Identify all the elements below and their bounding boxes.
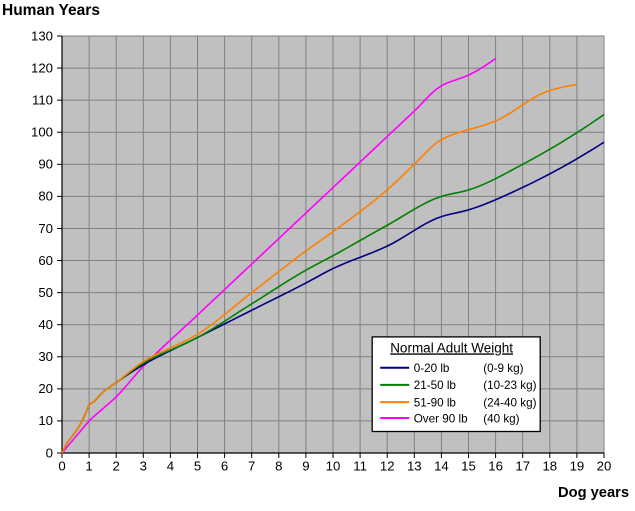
svg-text:9: 9: [302, 459, 309, 474]
svg-text:19: 19: [570, 459, 585, 474]
svg-text:20: 20: [597, 459, 612, 474]
svg-text:20: 20: [38, 381, 53, 396]
svg-text:11: 11: [353, 459, 367, 474]
svg-text:70: 70: [38, 221, 53, 236]
svg-text:1: 1: [85, 459, 92, 474]
svg-text:130: 130: [31, 28, 53, 43]
svg-text:60: 60: [38, 253, 53, 268]
svg-text:18: 18: [542, 459, 557, 474]
svg-text:12: 12: [380, 459, 395, 474]
svg-text:6: 6: [221, 459, 228, 474]
svg-text:90: 90: [38, 157, 53, 172]
svg-text:80: 80: [38, 189, 53, 204]
svg-text:(10-23 kg): (10-23 kg): [483, 379, 536, 392]
svg-text:(0-9 kg): (0-9 kg): [483, 362, 523, 375]
svg-text:0-20 lb: 0-20 lb: [414, 362, 450, 375]
svg-text:100: 100: [31, 125, 53, 140]
svg-text:120: 120: [31, 60, 53, 75]
svg-text:10: 10: [326, 459, 341, 474]
svg-text:Over 90 lb: Over 90 lb: [414, 412, 468, 425]
svg-text:3: 3: [140, 459, 147, 474]
svg-text:(40 kg): (40 kg): [483, 412, 519, 425]
svg-text:21-50 lb: 21-50 lb: [414, 379, 457, 392]
svg-text:10: 10: [38, 413, 53, 428]
svg-text:Normal Adult Weight: Normal Adult Weight: [390, 340, 513, 355]
svg-text:2: 2: [113, 459, 120, 474]
svg-text:110: 110: [32, 92, 53, 107]
svg-text:15: 15: [461, 459, 476, 474]
svg-text:14: 14: [434, 459, 449, 474]
svg-text:51-90 lb: 51-90 lb: [414, 396, 457, 409]
svg-text:4: 4: [167, 459, 174, 474]
svg-text:16: 16: [488, 459, 503, 474]
svg-text:0: 0: [58, 459, 65, 474]
svg-text:5: 5: [194, 459, 201, 474]
svg-text:(24-40 kg): (24-40 kg): [483, 396, 536, 409]
svg-text:8: 8: [275, 459, 282, 474]
svg-text:17: 17: [515, 459, 530, 474]
svg-text:40: 40: [38, 317, 53, 332]
svg-text:50: 50: [38, 285, 53, 300]
svg-text:30: 30: [38, 349, 53, 364]
svg-text:7: 7: [248, 459, 255, 474]
svg-text:13: 13: [407, 459, 422, 474]
svg-text:0: 0: [46, 445, 53, 460]
